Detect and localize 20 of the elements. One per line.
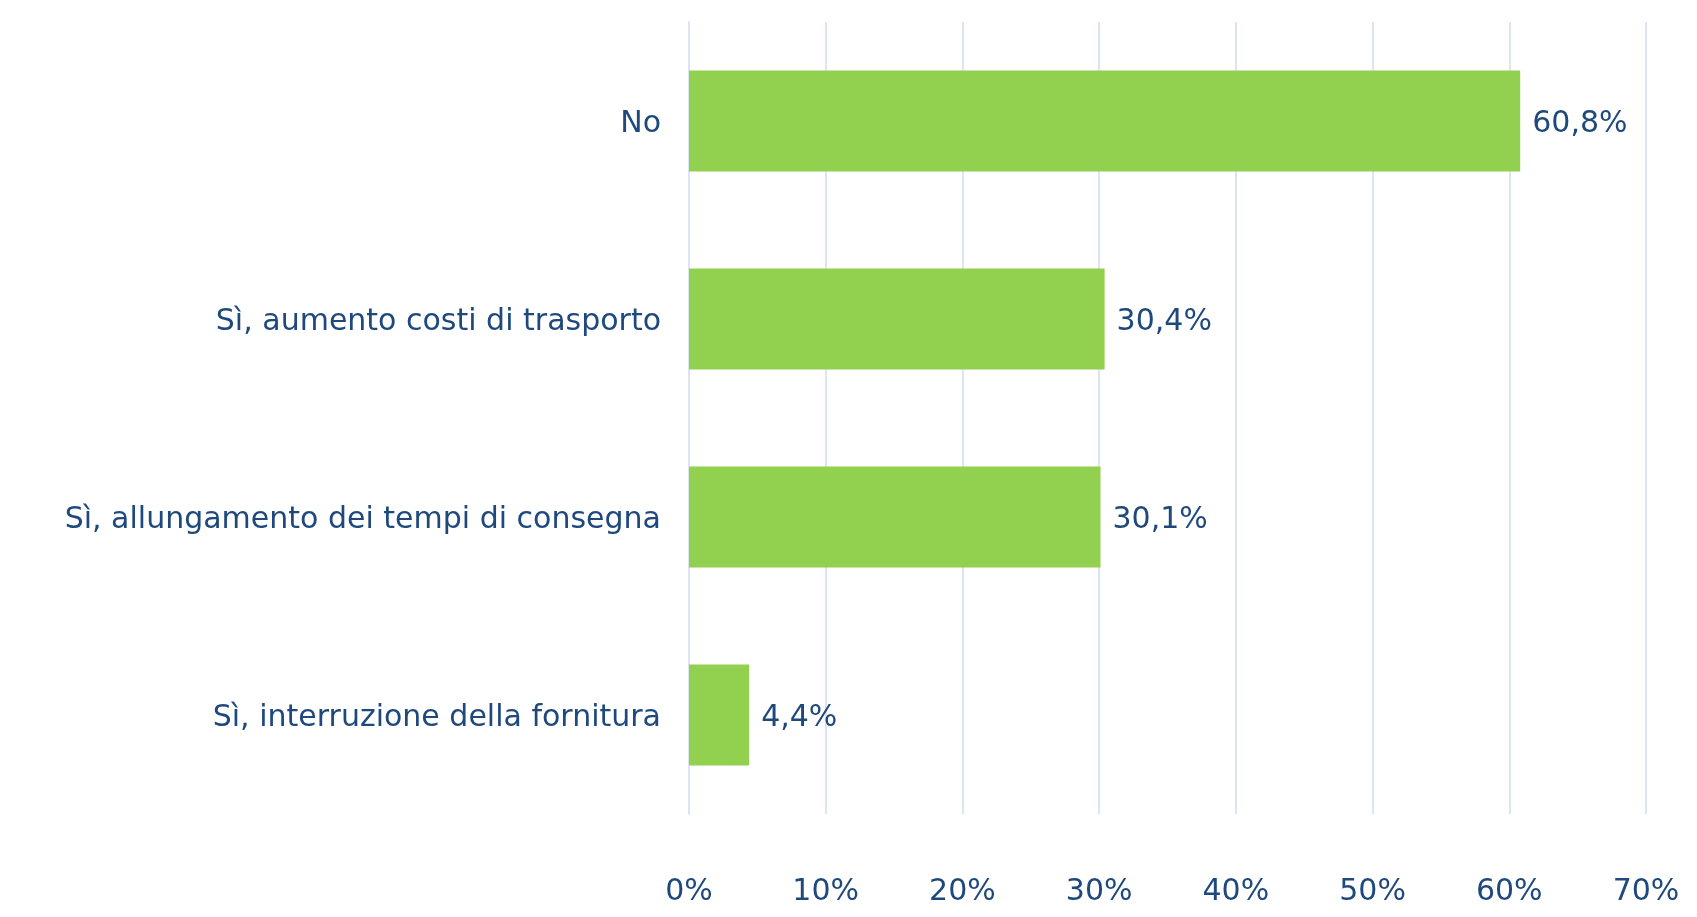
x-tick-label: 60% — [1475, 871, 1543, 907]
x-tick-label: 0% — [665, 871, 713, 907]
data-label: 4,4% — [761, 697, 838, 733]
y-tick-label: Sì, allungamento dei tempi di consegna — [64, 499, 661, 535]
x-tick-label: 20% — [929, 871, 996, 907]
y-tick-label: Sì, interruzione della fornitura — [212, 697, 661, 733]
data-label: 30,4% — [1116, 301, 1212, 337]
bar — [689, 664, 750, 766]
data-label: 60,8% — [1532, 103, 1628, 139]
data-label: 30,1% — [1112, 499, 1208, 535]
x-tick-label: 10% — [792, 871, 860, 907]
x-tick-label: 50% — [1339, 871, 1406, 907]
x-tick-label: 40% — [1202, 871, 1270, 907]
bar — [689, 70, 1521, 172]
x-tick-label: 70% — [1612, 871, 1680, 907]
bar — [689, 466, 1101, 568]
y-tick-label: No — [620, 103, 661, 139]
bar — [689, 268, 1105, 370]
x-tick-label: 30% — [1065, 871, 1133, 907]
y-tick-label: Sì, aumento costi di trasporto — [215, 301, 661, 337]
